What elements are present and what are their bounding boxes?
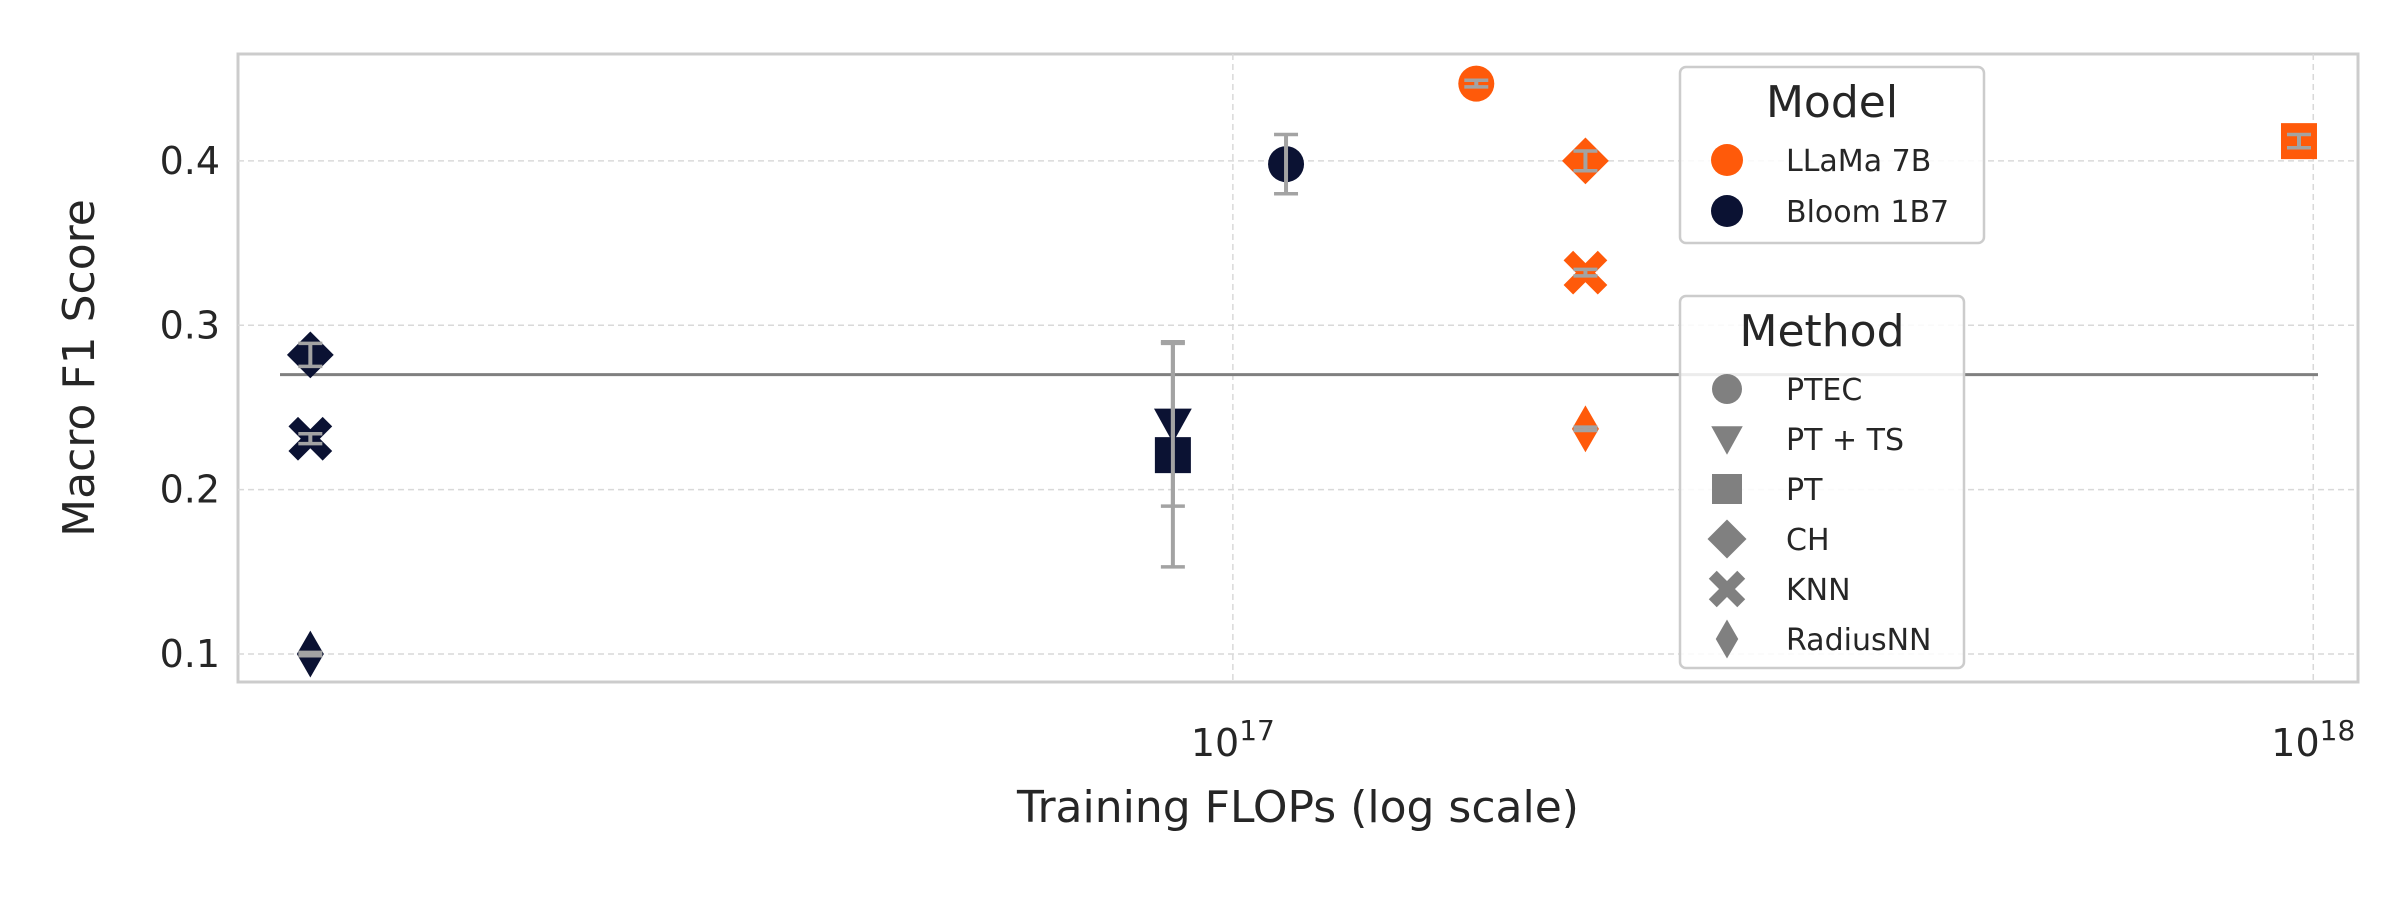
y-tick-label: 0.4 [160,139,220,183]
legend-item-pt: PT [1712,473,1823,508]
legend-label: LLaMa 7B [1786,144,1931,179]
plot-area [236,52,2360,684]
data-point-bloom-1b7-radiusnn [296,630,324,678]
legend-title: Model [1766,77,1898,128]
legend-marker [1712,374,1742,404]
x-tick-label: 1017 [1191,714,1275,765]
legend-label: PT + TS [1786,423,1904,458]
legend-item-radiusnn: RadiusNN [1715,619,1931,659]
legend-marker [1711,426,1743,455]
x-tick-exponent: 17 [1239,714,1275,747]
legend-item-pt-ts: PT + TS [1711,423,1904,458]
y-tick-label: 0.3 [160,303,220,347]
legend-marker [1707,519,1747,559]
y-tick-label: 0.2 [160,468,220,512]
x-tick-base: 10 [1191,721,1239,765]
legend-item-llama-7b: LLaMa 7B [1711,144,1931,179]
data-point-llama-7b-pt [2280,123,2317,160]
legend-item-ch: CH [1707,519,1830,559]
legend-title: Method [1739,306,1904,357]
legend-marker [1715,619,1739,659]
legend-label: PTEC [1786,373,1862,408]
legend-label: RadiusNN [1786,623,1931,658]
data-point-llama-7b-knn [1563,250,1608,295]
x-tick-exponent: 18 [2320,714,2356,747]
data-point-llama-7b-ptec [1458,65,1495,102]
data-point-llama-7b-ch [1562,137,1609,185]
y-tick-label: 0.1 [160,632,220,676]
data-point-llama-7b-radiusnn [1571,405,1599,453]
legend-label: KNN [1786,573,1851,608]
legend-marker [1711,144,1743,176]
data-point-bloom-1b7-ch [286,331,334,379]
legend-label: CH [1786,523,1830,558]
legend-frame [1678,65,1986,245]
legend-marker [1712,474,1742,504]
model-legend: Model LLaMa 7B Bloom 1B7 [1678,65,1986,245]
legend-marker [1708,570,1746,608]
y-axis-ticks: 0.1 0.2 0.3 0.4 [160,139,220,676]
data-points [286,65,2317,678]
data-point-bloom-1b7-ptec [1268,132,1305,196]
legend-label: PT [1786,473,1823,508]
method-legend: Method PTEC PT + TS PT CH KNN RadiusNN [1678,294,1966,670]
data-point-bloom-1b7-pt [1154,341,1191,569]
x-axis-ticks: 1017 1018 [1191,714,2355,765]
x-axis-label: Training FLOPs (log scale) [1016,782,1579,833]
data-point-bloom-1b7-knn [288,416,333,461]
legend-item-ptec: PTEC [1712,373,1862,408]
legend-item-bloom-1b7: Bloom 1B7 [1711,195,1949,230]
legend-frame [1678,294,1966,670]
x-tick-label: 1018 [2271,714,2355,765]
legend-item-knn: KNN [1708,570,1851,608]
x-tick-base: 10 [2271,721,2319,765]
legend-marker [1711,195,1743,227]
legend-label: Bloom 1B7 [1786,195,1949,230]
y-axis-label: Macro F1 Score [54,199,105,537]
